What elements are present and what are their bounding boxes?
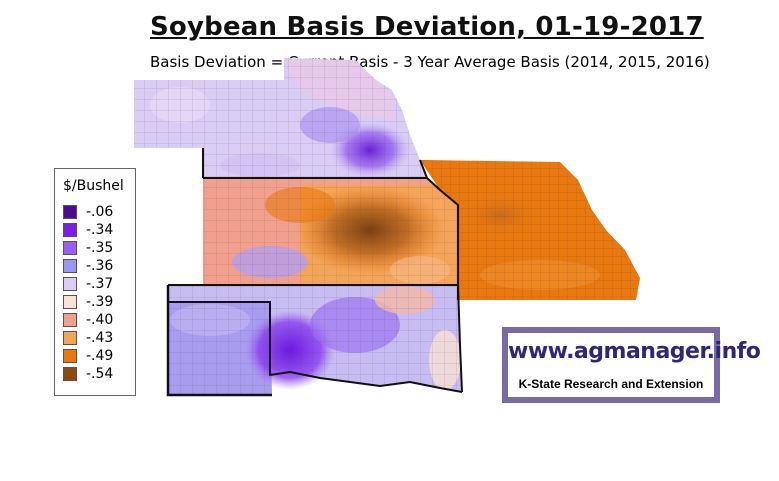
legend-title: $/Bushel xyxy=(63,178,124,194)
legend-label: -.49 xyxy=(86,348,114,364)
legend-item: -.36 xyxy=(63,258,113,274)
legend-item: -.35 xyxy=(63,240,113,256)
legend-swatch xyxy=(63,295,77,309)
logo-url: www.agmanager.info xyxy=(508,339,761,364)
legend-label: -.35 xyxy=(86,240,114,256)
legend-label: -.37 xyxy=(86,276,114,292)
legend-item: -.39 xyxy=(63,294,113,310)
legend-label: -.39 xyxy=(86,294,114,310)
legend-swatch xyxy=(63,277,77,291)
state-oklahoma xyxy=(168,285,462,395)
legend-item: -.54 xyxy=(63,366,113,382)
legend-swatch xyxy=(63,205,77,219)
logo-org: K-State Research and Extension xyxy=(518,377,704,391)
map-title: Soybean Basis Deviation, 01-19-2017 xyxy=(150,12,704,42)
legend-item: -.49 xyxy=(63,348,113,364)
legend-item: -.37 xyxy=(63,276,113,292)
legend-label: -.06 xyxy=(86,204,114,220)
state-nebraska xyxy=(134,58,427,178)
agmanager-logo[interactable]: www.agmanager.info K-State Research and … xyxy=(502,327,761,403)
legend-item: -.43 xyxy=(63,330,113,346)
legend-label: -.40 xyxy=(86,312,114,328)
legend-swatch xyxy=(63,349,77,363)
legend-label: -.36 xyxy=(86,258,114,274)
legend-label: -.54 xyxy=(86,366,114,382)
legend-swatch xyxy=(63,313,77,327)
state-missouri xyxy=(420,160,640,300)
texas-panhandle-border xyxy=(166,285,272,397)
legend: $/Bushel -.06 -.34 -.35 -.36 -.37 -.39 -… xyxy=(54,168,136,396)
legend-swatch xyxy=(63,241,77,255)
legend-swatch xyxy=(63,331,77,345)
legend-swatch xyxy=(63,259,77,273)
legend-label: -.43 xyxy=(86,330,114,346)
logo-panel: www.agmanager.info K-State Research and … xyxy=(508,333,761,397)
state-kansas xyxy=(203,178,458,285)
legend-swatch xyxy=(63,367,77,381)
legend-item: -.34 xyxy=(63,222,113,238)
legend-item: -.06 xyxy=(63,204,113,220)
legend-item: -.40 xyxy=(63,312,113,328)
legend-swatch xyxy=(63,223,77,237)
legend-label: -.34 xyxy=(86,222,114,238)
